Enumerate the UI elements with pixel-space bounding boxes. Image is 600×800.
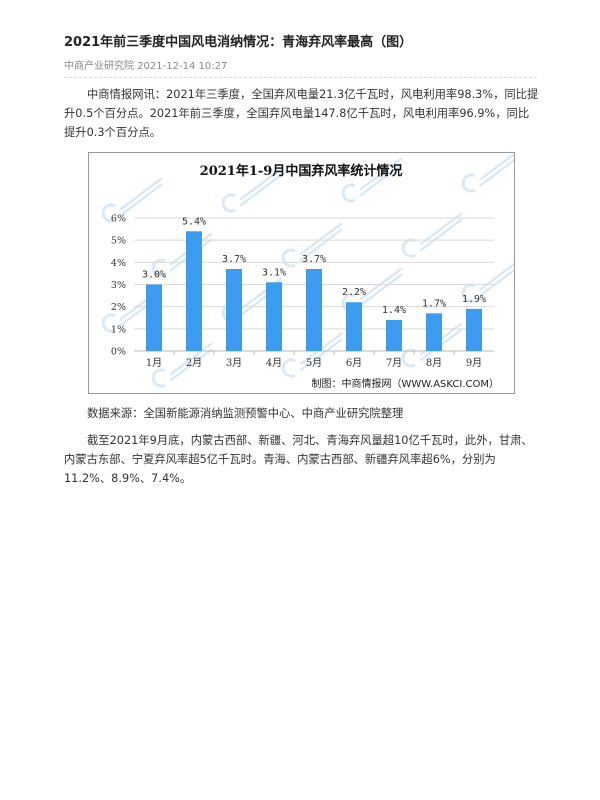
x-tick-label: 8月 <box>426 357 442 369</box>
data-label: 3.7% <box>222 254 246 265</box>
x-tick-label: 4月 <box>266 357 282 369</box>
watermark-logo-icon <box>281 358 296 378</box>
bar <box>346 302 362 351</box>
paragraph-body: 截至2021年9月底，内蒙古西部、新疆、河北、青海弃风量超10亿千瓦时，此外，甘… <box>64 434 533 485</box>
bar <box>186 231 202 351</box>
watermark-stroke <box>359 267 403 307</box>
bar <box>306 268 322 351</box>
data-label: 3.7% <box>302 254 326 265</box>
x-tick-label: 7月 <box>386 357 402 369</box>
data-label: 1.9% <box>462 294 486 305</box>
article-datetime: 2021-12-14 10:27 <box>137 61 228 72</box>
watermark-stroke <box>169 342 213 382</box>
data-label: 1.7% <box>422 298 446 309</box>
x-tick-label: 5月 <box>306 357 322 369</box>
bar <box>386 319 402 351</box>
y-tick-label: 5% <box>111 236 126 247</box>
article-meta: 中商产业研究院 2021-12-14 10:27 <box>64 57 227 72</box>
watermark-logo-icon <box>401 238 416 258</box>
watermark-logo-icon <box>401 348 416 368</box>
x-tick-label: 3月 <box>226 357 242 369</box>
bar <box>426 313 442 351</box>
y-tick-label: 3% <box>111 280 126 291</box>
bar <box>466 308 482 351</box>
watermark-stroke <box>359 157 403 197</box>
watermark-logo-icon <box>151 258 166 278</box>
article-title: 2021年前三季度中国风电消纳情况：青海弃风率最高（图） <box>64 35 413 50</box>
data-label: 3.1% <box>262 267 286 278</box>
bar <box>226 268 242 351</box>
y-tick-label: 1% <box>111 324 126 335</box>
data-label: 3.0% <box>142 270 166 281</box>
data-label: 2.2% <box>342 287 366 298</box>
x-tick-label: 6月 <box>346 357 362 369</box>
data-source: 数据来源：全国新能源消纳监测预警中心、中商产业研究院整理 <box>87 407 404 420</box>
x-tick-label: 1月 <box>146 357 162 369</box>
paragraph-intro: 中商情报网讯：2021年三季度，全国弃风电量21.3亿千瓦时，风电利用率98.3… <box>64 88 539 139</box>
y-tick-label: 6% <box>111 214 126 225</box>
data-label: 5.4% <box>182 216 206 227</box>
bar <box>146 284 162 351</box>
watermark-stroke <box>119 177 163 217</box>
chart-credit: 制图：中商情报网（WWW.ASKCI.COM） <box>312 377 500 390</box>
watermark-logo-icon <box>101 313 116 333</box>
y-tick-label: 2% <box>111 302 126 313</box>
bar <box>266 282 282 351</box>
watermark-logo-icon <box>221 193 236 213</box>
y-tick-label: 0% <box>111 347 126 358</box>
divider <box>64 77 537 78</box>
watermark-logo-icon <box>341 183 356 203</box>
watermark-logo-icon <box>281 248 296 268</box>
watermark-logo-icon <box>101 203 116 223</box>
y-tick-label: 4% <box>111 258 126 269</box>
chart-image: 2021年1-9月中国弃风率统计情况 0% 1% 2% 3% 4% 5% 6% 3.0% 1月 5.… <box>88 152 515 394</box>
watermark-stroke <box>239 167 283 207</box>
watermark-logo-icon <box>461 173 476 193</box>
watermark-logo-icon <box>151 368 166 388</box>
watermark-stroke <box>299 222 343 262</box>
chart-title: 2021年1-9月中国弃风率统计情况 <box>200 163 403 179</box>
watermark-logo-icon <box>461 283 476 303</box>
article-source: 中商产业研究院 <box>64 61 134 72</box>
bar-chart: 2021年1-9月中国弃风率统计情况 0% 1% 2% 3% 4% 5% 6% 3.0% 1月 5.… <box>101 153 514 390</box>
watermark-stroke <box>479 262 514 297</box>
watermark-stroke <box>479 153 514 187</box>
x-tick-label: 2月 <box>186 357 202 369</box>
x-tick-label: 9月 <box>466 357 482 369</box>
data-label: 1.4% <box>382 305 406 316</box>
watermark-stroke <box>419 212 463 252</box>
